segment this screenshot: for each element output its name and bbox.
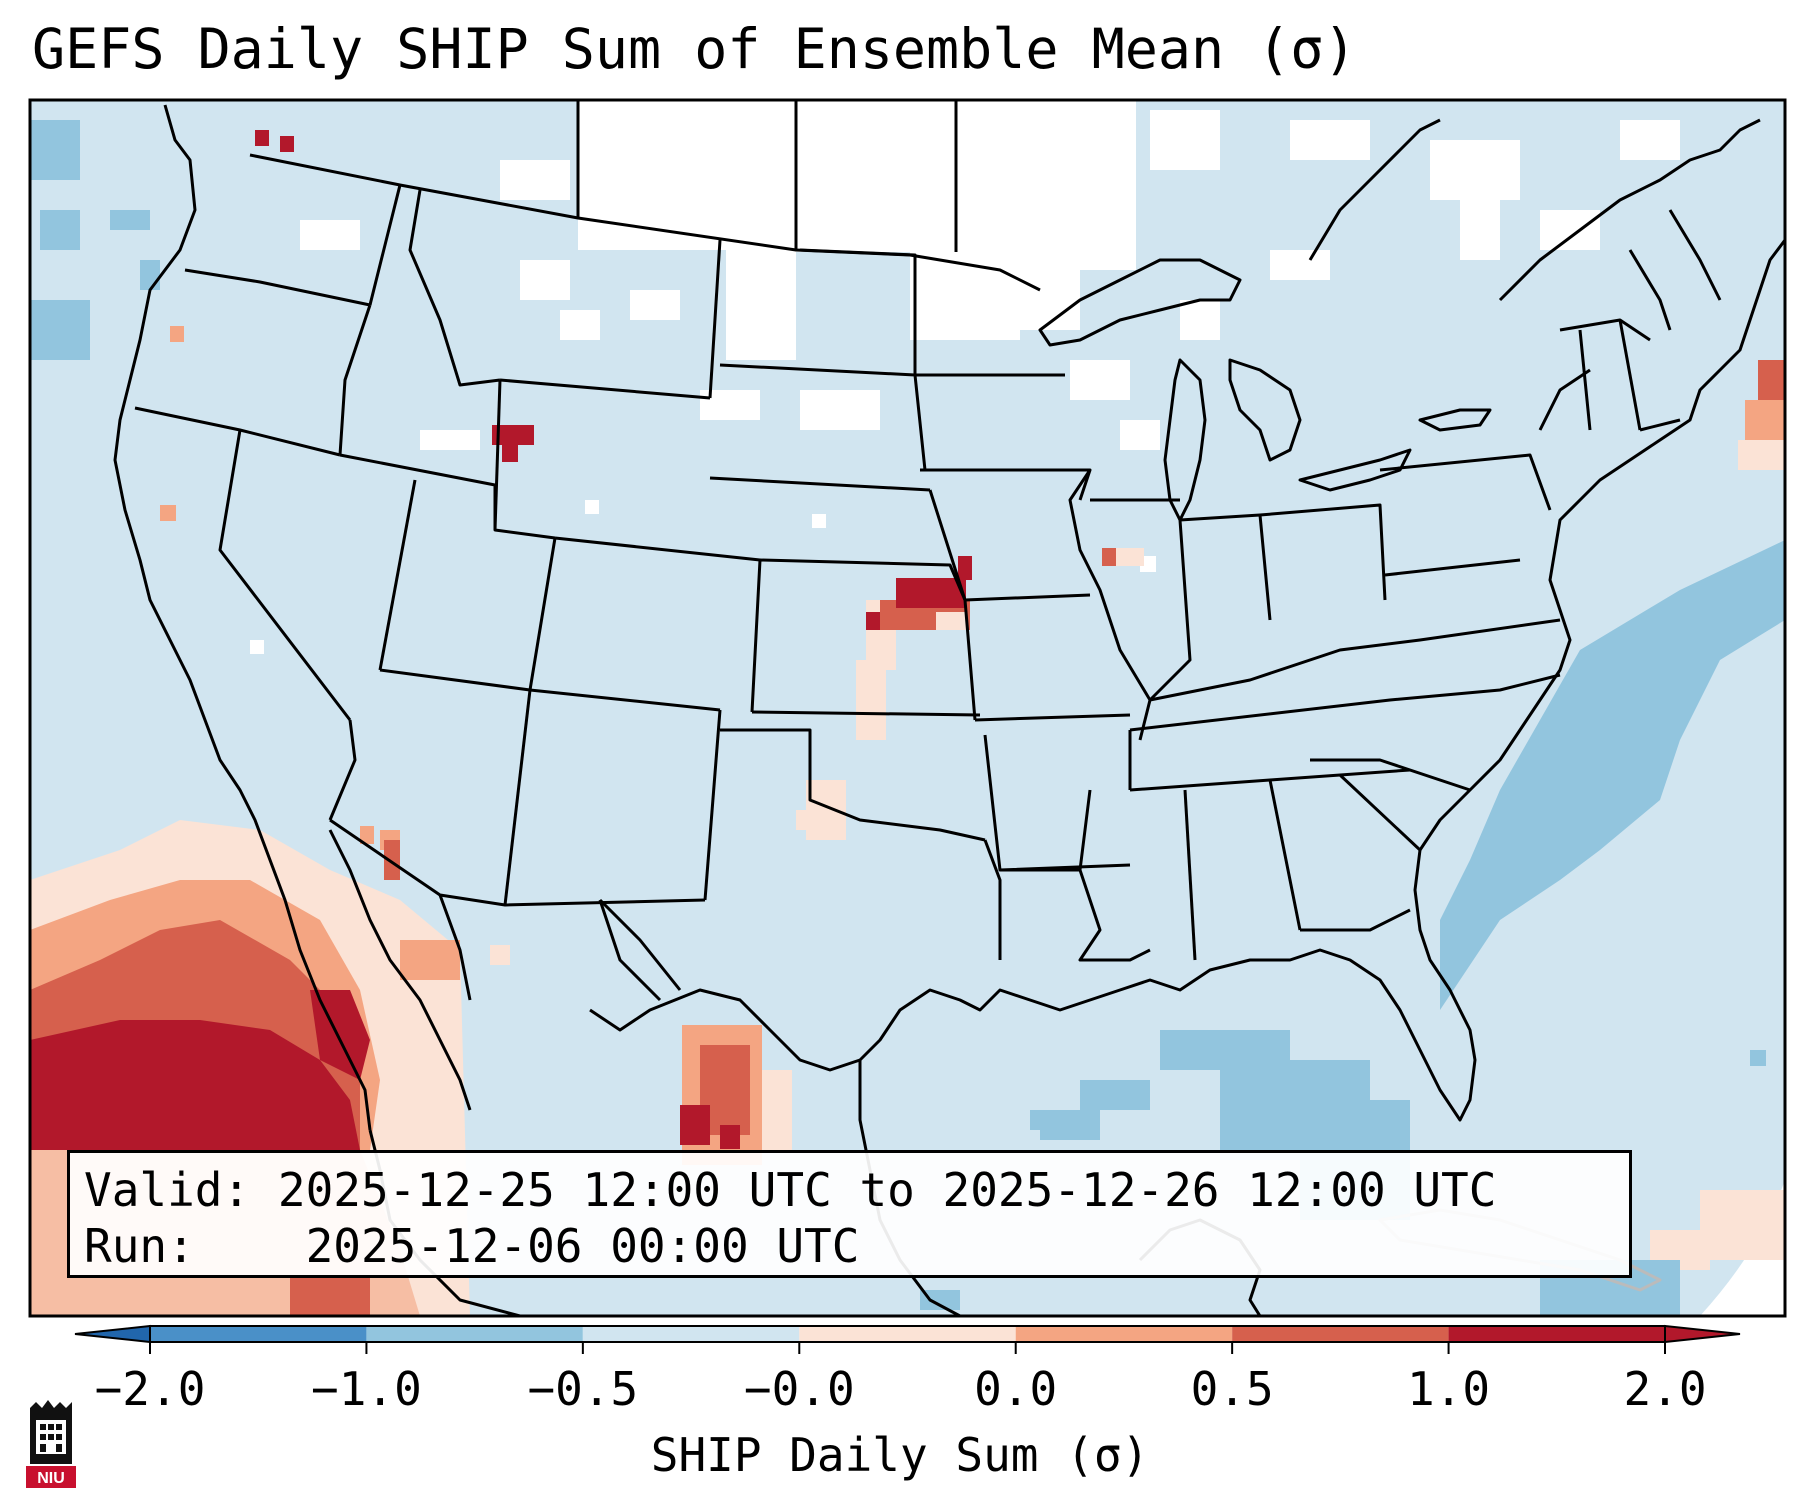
run-label: Run: — [84, 1219, 195, 1273]
colorbar-tick-label: −2.0 — [94, 1362, 206, 1416]
valid-run-info-box: Valid: 2025-12-25 12:00 UTC to 2025-12-2… — [67, 1150, 1632, 1278]
colorbar-tick-label: 1.0 — [1407, 1362, 1491, 1416]
negative-anomalies — [30, 120, 1785, 1316]
scattered-anomalies — [160, 130, 1785, 1270]
niu-logo-text: NIU — [37, 1470, 65, 1487]
plains-positive-streak — [796, 556, 972, 840]
figure-title: GEFS Daily SHIP Sum of Ensemble Mean (σ) — [32, 17, 1357, 81]
run-value: 2025-12-06 00:00 UTC — [305, 1219, 860, 1273]
colorbar-tick-label: 0.0 — [974, 1362, 1058, 1416]
run-line: Run: 2025-12-06 00:00 UTC — [84, 1223, 859, 1269]
mexico-positive-anomaly — [680, 1025, 792, 1165]
colorbar-tick-label: −0.0 — [743, 1362, 855, 1416]
valid-label: Valid: — [84, 1163, 251, 1217]
map-frame — [28, 98, 1787, 1318]
state-borders — [134, 100, 1722, 1002]
valid-value: 2025-12-25 12:00 UTC to 2025-12-26 12:00… — [277, 1163, 1497, 1217]
colorbar-label: SHIP Daily Sum (σ) — [650, 1428, 1150, 1482]
niu-logo: NIU — [26, 1400, 76, 1488]
projection-edge-bottom-right — [1700, 1180, 1785, 1316]
colorbar-tick-label: −0.5 — [527, 1362, 639, 1416]
colorbar-tick-label: −1.0 — [311, 1362, 422, 1416]
valid-line: Valid: 2025-12-25 12:00 UTC to 2025-12-2… — [84, 1167, 1496, 1213]
colorbar-tick-label: 2.0 — [1623, 1362, 1707, 1416]
colorbar-tick-label: 0.5 — [1190, 1362, 1274, 1416]
